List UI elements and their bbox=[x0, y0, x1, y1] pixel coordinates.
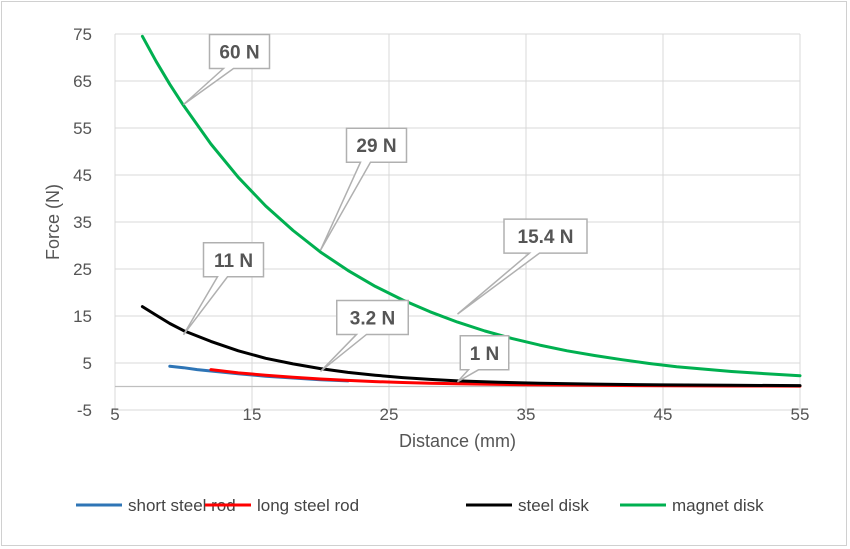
callout-box bbox=[182, 242, 265, 336]
callout-label: 11 N bbox=[214, 251, 253, 272]
series-lines bbox=[140, 34, 802, 388]
y-tick-label: 35 bbox=[73, 213, 92, 232]
y-tick-label: 55 bbox=[73, 119, 92, 138]
y-tick-label: 25 bbox=[73, 260, 92, 279]
x-tick-label: 35 bbox=[517, 405, 536, 424]
series-line-magnet-disk bbox=[140, 34, 802, 378]
callout: 1 N bbox=[456, 335, 510, 383]
callout: 3.2 N bbox=[319, 299, 409, 373]
x-tick-label: 15 bbox=[243, 405, 262, 424]
callout-box bbox=[319, 127, 408, 251]
legend-label: magnet disk bbox=[672, 496, 764, 515]
x-axis-title: Distance (mm) bbox=[399, 431, 516, 451]
legend-item: long steel rod bbox=[205, 496, 359, 515]
callout-box bbox=[456, 335, 510, 383]
callout-label: 1 N bbox=[470, 344, 500, 365]
callout: 11 N bbox=[182, 242, 265, 336]
y-tick-label: 5 bbox=[83, 354, 92, 373]
callout-label: 29 N bbox=[356, 136, 396, 157]
x-tick-label: 55 bbox=[791, 405, 810, 424]
callout-label: 60 N bbox=[219, 43, 259, 64]
y-tick-label: -5 bbox=[77, 401, 92, 420]
axes: 5 15 25 35 45 55 75 65 55 45 35 25 15 5 -5 bbox=[73, 25, 809, 424]
y-tick-label: 65 bbox=[73, 72, 92, 91]
callout-label: 3.2 N bbox=[350, 308, 395, 329]
x-tick-label: 5 bbox=[110, 405, 119, 424]
y-axis-title: Force (N) bbox=[43, 184, 63, 260]
grid-lines bbox=[114, 33, 801, 411]
y-tick-label: 45 bbox=[73, 166, 92, 185]
callout: 60 N bbox=[182, 33, 271, 106]
legend-label: long steel rod bbox=[257, 496, 359, 515]
callout-box bbox=[319, 299, 409, 373]
legend-item: steel disk bbox=[466, 496, 589, 515]
x-tick-label: 45 bbox=[654, 405, 673, 424]
callout-box bbox=[182, 33, 271, 106]
callout-box bbox=[457, 218, 588, 315]
x-tick-label: 25 bbox=[380, 405, 399, 424]
legend-item: short steel rod bbox=[76, 496, 236, 515]
callout: 29 N bbox=[319, 127, 408, 251]
legend-label: steel disk bbox=[518, 496, 589, 515]
series-line-steel-disk bbox=[140, 305, 802, 388]
legend-label: short steel rod bbox=[128, 496, 236, 515]
y-tick-label: 75 bbox=[73, 25, 92, 44]
callout: 15.4 N bbox=[457, 218, 588, 315]
legend-item: magnet disk bbox=[620, 496, 764, 515]
callout-label: 15.4 N bbox=[518, 227, 574, 248]
callouts: 60 N 29 N 15.4 N 11 N 3.2 N 1 N bbox=[182, 33, 588, 383]
legend: short steel rod long steel rod steel disk m… bbox=[76, 496, 764, 515]
y-tick-label: 15 bbox=[73, 307, 92, 326]
